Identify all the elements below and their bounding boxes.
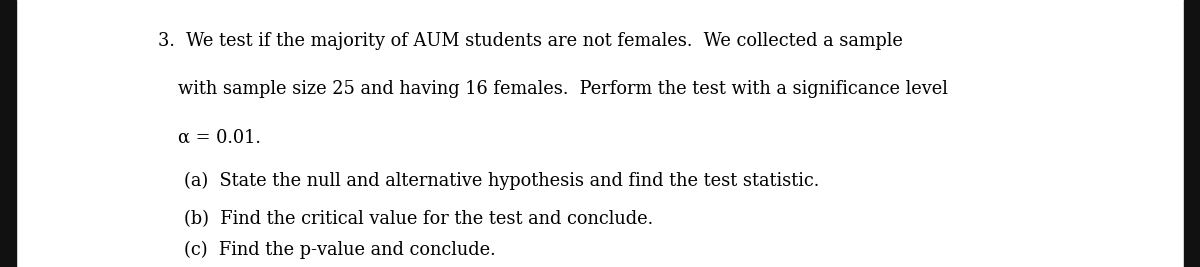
Text: (a)  State the null and alternative hypothesis and find the test statistic.: (a) State the null and alternative hypot… [184,172,818,190]
Text: 3.  We test if the majority of AUM students are not females.  We collected a sam: 3. We test if the majority of AUM studen… [158,32,904,50]
Text: (c)  Find the p-value and conclude.: (c) Find the p-value and conclude. [184,241,496,259]
Text: with sample size 25 and having 16 females.  Perform the test with a significance: with sample size 25 and having 16 female… [178,80,948,98]
Text: (b)  Find the critical value for the test and conclude.: (b) Find the critical value for the test… [184,210,653,227]
Text: α = 0.01.: α = 0.01. [178,128,260,146]
